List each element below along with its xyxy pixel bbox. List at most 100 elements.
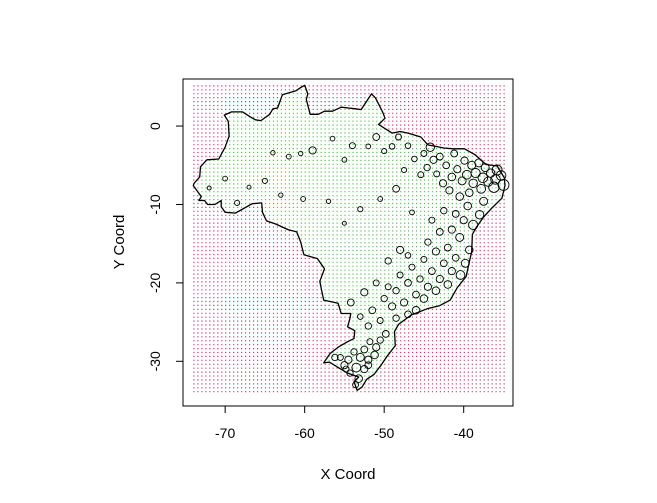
data-point	[442, 161, 451, 170]
data-point	[468, 178, 478, 188]
brazil-boundary	[192, 84, 506, 391]
data-point	[366, 338, 374, 346]
data-point	[350, 348, 358, 356]
data-point	[346, 369, 354, 377]
data-point	[234, 199, 241, 206]
data-point	[400, 298, 409, 307]
data-point	[411, 155, 418, 163]
data-point	[395, 133, 402, 141]
data-point	[396, 245, 405, 254]
data-point	[364, 355, 373, 364]
data-point	[467, 160, 477, 170]
data-point	[329, 135, 336, 142]
data-point	[451, 210, 460, 218]
data-point	[443, 243, 452, 252]
data-point	[425, 142, 435, 152]
data-point	[435, 152, 444, 161]
data-point	[477, 172, 489, 184]
data-point	[222, 175, 228, 182]
data-point	[376, 336, 384, 344]
data-point	[404, 279, 412, 287]
data-point	[352, 381, 360, 389]
data-point	[365, 143, 372, 150]
data-point	[380, 294, 388, 303]
data-point	[360, 288, 369, 297]
data-point	[372, 343, 381, 352]
data-point	[423, 282, 432, 291]
data-point	[364, 322, 372, 330]
x-tick-label: -50	[374, 425, 394, 441]
data-point	[433, 170, 441, 178]
data-point	[370, 350, 379, 360]
data-point	[360, 365, 369, 374]
data-point	[364, 361, 373, 370]
grid-cells-inside	[197, 89, 505, 389]
data-point	[372, 133, 381, 141]
data-point	[480, 163, 490, 173]
data-point	[447, 172, 457, 182]
data-point	[392, 314, 400, 322]
data-point	[381, 330, 390, 338]
data-point	[355, 352, 365, 362]
data-point	[460, 156, 469, 165]
data-point	[401, 166, 408, 174]
data-point	[336, 353, 344, 361]
data-point	[206, 185, 212, 191]
data-point	[420, 150, 428, 157]
data-point	[372, 279, 380, 287]
data-point	[479, 196, 489, 206]
y-tick-label: -30	[147, 351, 163, 371]
y-tick-label: -20	[147, 273, 163, 293]
data-point	[476, 183, 487, 194]
data-point	[468, 219, 479, 230]
data-point	[429, 155, 438, 164]
data-point	[443, 280, 453, 289]
data-point	[342, 365, 350, 373]
data-point	[308, 146, 317, 155]
data-point	[490, 174, 501, 185]
data-point	[300, 196, 306, 202]
data-point	[346, 298, 355, 307]
data-point	[285, 153, 292, 160]
data-point	[420, 255, 428, 263]
x-axis: -70 -60 -50 -40	[215, 405, 474, 441]
data-point	[438, 179, 448, 188]
data-point	[384, 257, 392, 265]
data-point	[435, 228, 444, 236]
data-point	[435, 274, 444, 284]
data-point	[409, 209, 415, 216]
data-point	[341, 156, 348, 163]
data-point	[278, 192, 284, 198]
data-point	[360, 345, 369, 354]
data-point	[270, 150, 276, 156]
data-point	[298, 150, 304, 157]
data-point	[392, 184, 400, 193]
data-point	[465, 188, 474, 197]
y-tick-label: 0	[147, 122, 163, 130]
data-point	[463, 201, 472, 211]
data-point	[460, 258, 470, 268]
data-point	[445, 186, 454, 195]
y-tick-label: -10	[147, 194, 163, 214]
data-point	[377, 196, 384, 202]
data-point	[392, 287, 400, 295]
data-point	[419, 294, 429, 303]
data-point	[408, 263, 416, 271]
data-point	[357, 313, 364, 320]
data-point	[488, 181, 500, 193]
data-point	[431, 286, 441, 295]
data-point	[450, 149, 459, 158]
data-points	[206, 133, 510, 389]
data-point	[357, 206, 364, 213]
data-point	[431, 247, 440, 256]
data-point	[404, 310, 412, 319]
data-point	[457, 176, 467, 186]
data-point	[340, 361, 349, 370]
data-point	[428, 267, 436, 275]
data-point	[453, 165, 462, 174]
data-point	[344, 355, 353, 364]
data-point	[388, 302, 397, 311]
data-point	[447, 225, 456, 234]
data-point	[404, 142, 412, 149]
